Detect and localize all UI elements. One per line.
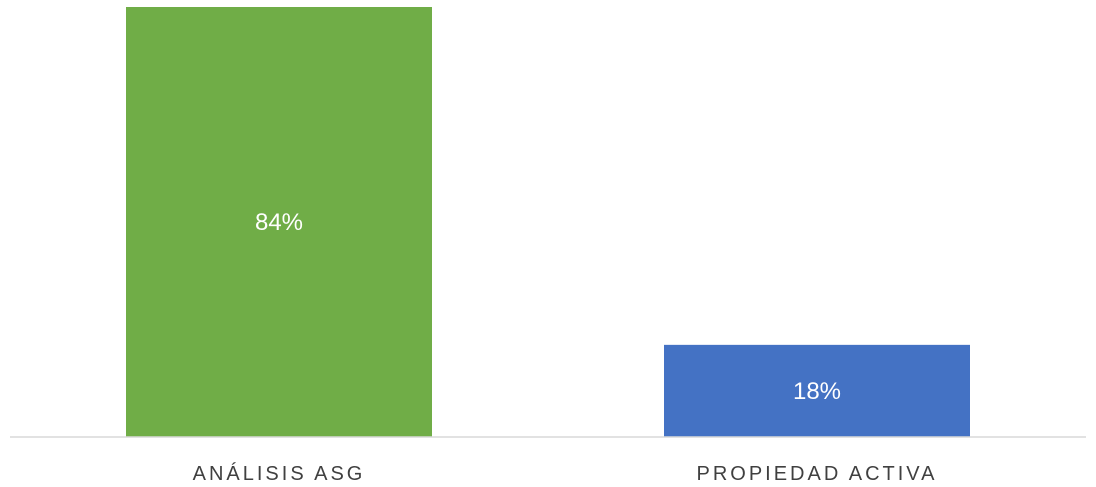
bar-2 [664, 344, 970, 437]
labels-layer: ANÁLISIS ASG PROPIEDAD ACTIVA [193, 462, 937, 485]
bars-layer: 84% 18% [126, 7, 970, 437]
data-label-2: 18% [793, 378, 841, 405]
category-label-2: PROPIEDAD ACTIVA [696, 463, 937, 485]
bar-1 [126, 7, 432, 437]
category-label-1: ANÁLISIS ASG [193, 462, 366, 485]
data-label-1: 84% [255, 209, 303, 236]
